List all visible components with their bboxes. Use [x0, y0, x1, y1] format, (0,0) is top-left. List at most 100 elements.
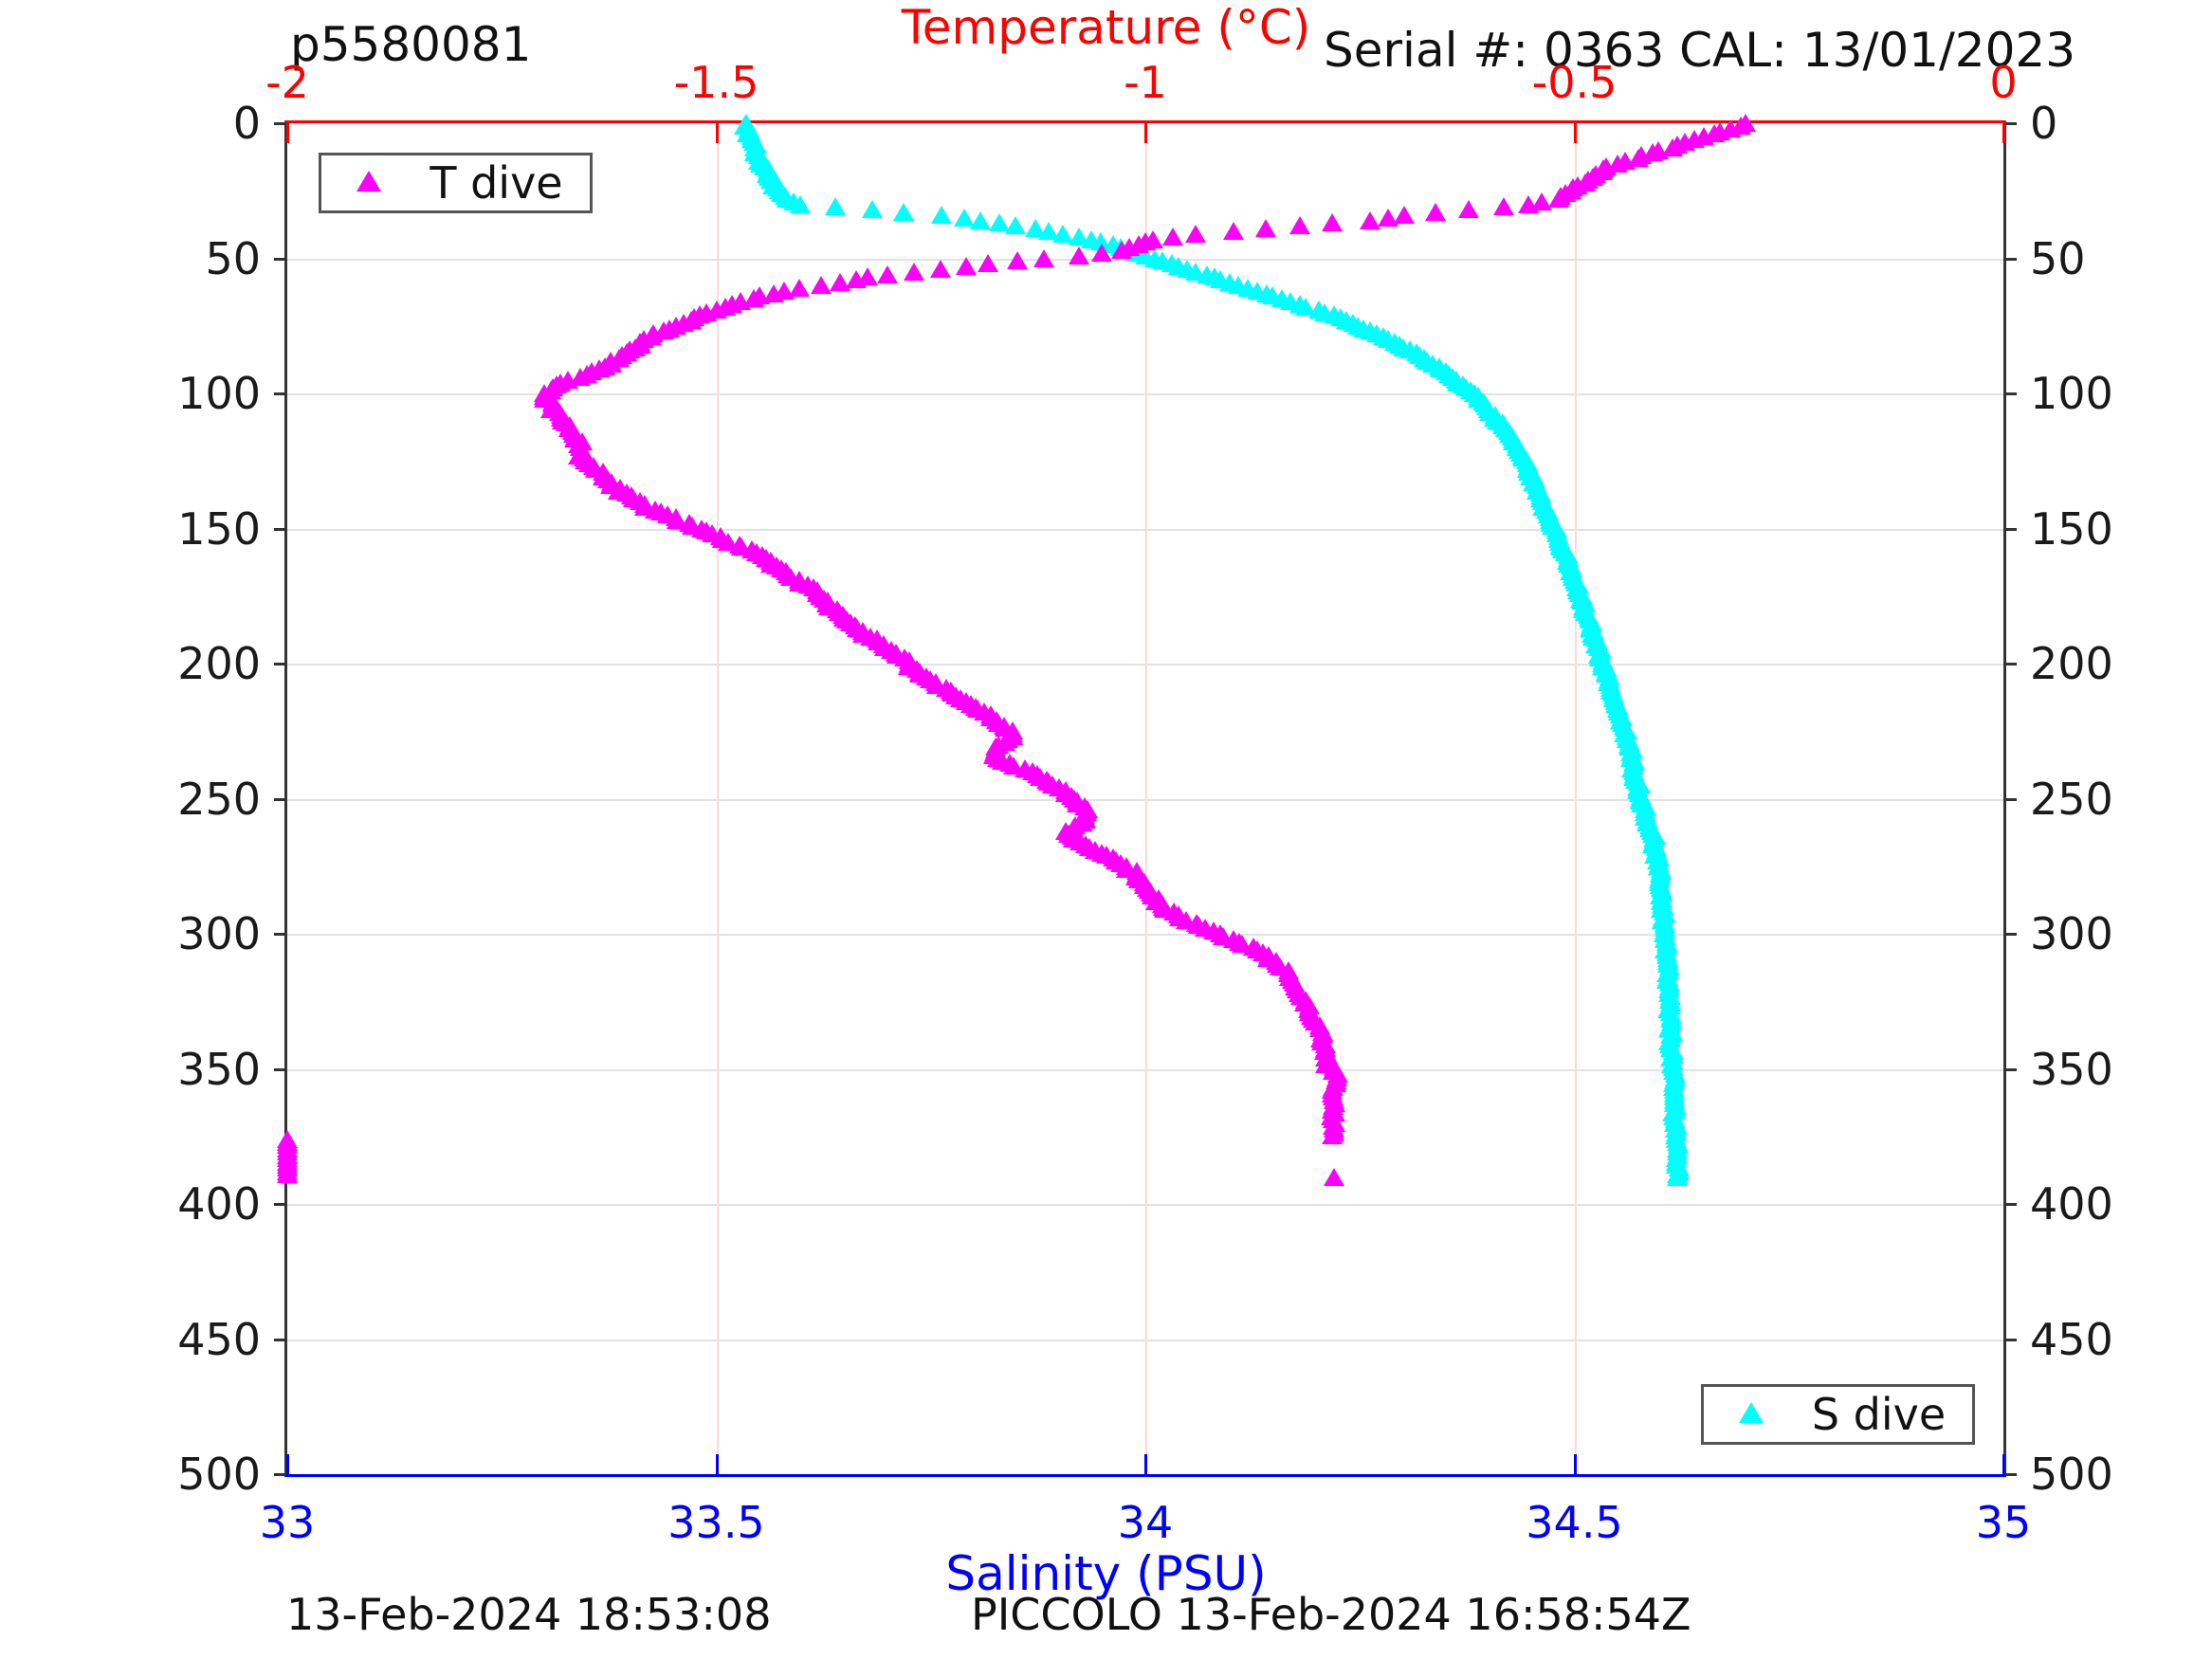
serial-cal-label: Serial #: 0363 CAL: 13/01/2023	[1324, 23, 2076, 78]
data-point-s	[1004, 216, 1026, 235]
data-point-t	[978, 254, 999, 273]
temperature-tick	[286, 120, 289, 143]
salinity-tick-label: 34	[1117, 1497, 1174, 1548]
depth-tick	[274, 1338, 287, 1341]
footer-timestamp-left: 13-Feb-2024 18:53:08	[286, 1589, 772, 1640]
salinity-tick-label: 33.5	[667, 1497, 765, 1548]
temperature-tick	[1144, 120, 1147, 143]
salinity-tick	[1573, 1454, 1577, 1477]
depth-tick	[2003, 1338, 2017, 1341]
depth-tick-label-right: 450	[2030, 1313, 2113, 1365]
depth-tick	[2003, 1203, 2017, 1206]
depth-tick	[274, 257, 287, 261]
temperature-tick	[715, 120, 719, 143]
depth-tick-label-right: 400	[2030, 1178, 2113, 1230]
legend-t-dive[interactable]: T dive	[319, 153, 593, 213]
data-point-t	[1548, 189, 1570, 208]
depth-tick	[2003, 257, 2017, 261]
data-point-s	[954, 208, 976, 227]
data-point-t	[956, 257, 978, 276]
depth-tick-label-right: 150	[2030, 502, 2113, 555]
data-point-t	[904, 262, 925, 281]
data-point-s	[988, 213, 1010, 232]
plot-area: 0 0 50 50 100 100 150 150 200 200 250 250 300 300 350 3…	[177, 57, 2113, 1548]
depth-tick	[2003, 527, 2017, 531]
data-point-t	[1517, 194, 1539, 213]
depth-tick-label-left: 150	[177, 502, 261, 555]
data-point-t	[1323, 1167, 1344, 1186]
data-point-t	[1493, 197, 1515, 216]
data-point-t	[1360, 210, 1381, 229]
depth-tick	[274, 1067, 287, 1071]
depth-tick	[274, 527, 287, 531]
data-point-s	[970, 210, 992, 229]
data-point-t	[811, 276, 832, 294]
depth-tick	[274, 663, 287, 665]
temperature-tick	[1573, 120, 1577, 143]
data-point-t	[1090, 243, 1112, 262]
data-point-s	[893, 203, 915, 222]
salinity-tick	[286, 1454, 289, 1477]
depth-tick	[2003, 122, 2017, 125]
data-point-t	[1069, 246, 1090, 264]
depth-tick	[274, 1203, 287, 1206]
data-point-t	[830, 273, 851, 292]
depth-tick-label-left: 450	[177, 1313, 261, 1365]
temperature-tick-label: -2	[265, 57, 309, 108]
salinity-tick-label: 34.5	[1526, 1497, 1623, 1548]
data-point-t	[1394, 205, 1416, 224]
depth-tick-label-right: 350	[2030, 1043, 2113, 1095]
data-point-t	[1162, 227, 1184, 246]
depth-tick	[2003, 392, 2017, 395]
depth-tick-label-left: 300	[177, 908, 261, 959]
profile-id-label: p5580081	[290, 17, 532, 72]
depth-tick-label-right: 0	[2030, 98, 2058, 149]
depth-tick	[2003, 663, 2017, 665]
temperature-tick	[2002, 120, 2005, 143]
triangle-up-icon	[1704, 1402, 1799, 1427]
temperature-tick-label: -0.5	[1531, 57, 1618, 108]
depth-tick-label-left: 50	[205, 232, 261, 284]
salinity-tick	[2002, 1454, 2005, 1477]
depth-tick-label-right: 250	[2030, 773, 2113, 825]
depth-tick	[274, 122, 287, 125]
depth-tick-label-right: 500	[2030, 1449, 2113, 1500]
temperature-tick-label: -1	[1124, 57, 1167, 108]
depth-tick	[2003, 933, 2017, 936]
depth-tick-label-right: 100	[2030, 368, 2113, 419]
temperature-axis-title: Temperature (°C)	[901, 0, 1311, 55]
gridline-salinity	[1574, 123, 1577, 1474]
data-point-t	[1185, 224, 1207, 243]
depth-tick	[274, 392, 287, 395]
data-point-t	[1222, 222, 1244, 240]
data-point-s	[862, 200, 884, 219]
footer-timestamp-right: PICCOLO 13-Feb-2024 16:58:54Z	[971, 1589, 1691, 1640]
depth-tick-label-left: 0	[232, 98, 261, 149]
depth-tick-label-left: 350	[177, 1043, 261, 1095]
data-point-t	[1458, 200, 1480, 219]
data-point-t	[1321, 213, 1343, 232]
data-point-t	[1033, 248, 1054, 267]
legend-s-dive[interactable]: S dive	[1701, 1384, 1975, 1445]
depth-tick	[274, 933, 287, 936]
salinity-tick-label: 33	[259, 1497, 316, 1548]
depth-tick-label-right: 200	[2030, 638, 2113, 689]
data-point-t	[1289, 216, 1310, 235]
depth-tick-label-right: 50	[2030, 232, 2086, 284]
data-point-t	[1424, 203, 1446, 222]
data-point-t	[1254, 219, 1276, 238]
data-point-s	[1666, 1167, 1688, 1186]
salinity-tick	[715, 1454, 719, 1477]
depth-tick-label-left: 200	[177, 638, 261, 689]
triangle-up-icon	[321, 171, 416, 195]
depth-tick-label-left: 250	[177, 773, 261, 825]
depth-tick-label-left: 100	[177, 368, 261, 419]
salinity-tick	[1144, 1454, 1147, 1477]
data-point-s	[825, 197, 847, 216]
data-point-t	[1110, 240, 1132, 259]
legend-s-dive-label: S dive	[1811, 1389, 1947, 1440]
data-point-t	[277, 1164, 298, 1183]
data-point-s	[931, 205, 953, 224]
depth-tick	[274, 1473, 287, 1476]
